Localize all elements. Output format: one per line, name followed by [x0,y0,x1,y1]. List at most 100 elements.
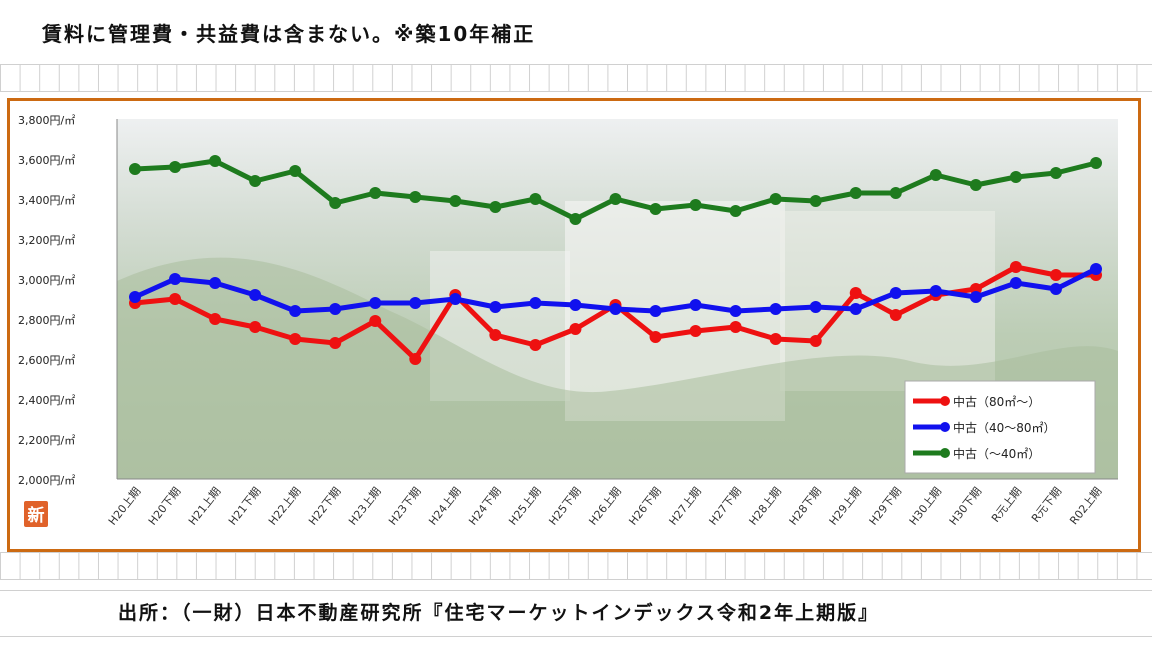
y-tick-label: 3,000円/㎡ [18,274,75,287]
data-point [569,213,582,225]
data-point [849,187,862,199]
y-tick-label: 2,000円/㎡ [18,474,75,487]
x-tick-label: H21下期 [226,485,264,528]
data-point [729,321,742,333]
series-group [129,155,1102,225]
x-tick-label: H24下期 [466,485,504,528]
data-point [489,301,502,313]
grid-band-top [0,64,1152,92]
x-tick-label: H22下期 [306,485,344,528]
divider [0,636,1152,637]
legend-marker [940,448,950,458]
x-tick-label: H29上期 [827,485,865,528]
data-point [969,291,982,303]
data-point [329,197,342,209]
data-point [289,333,302,345]
data-point [169,273,182,285]
data-point [1009,277,1022,289]
data-point [449,195,462,207]
x-tick-label: H25上期 [506,485,544,528]
data-point [489,201,502,213]
y-tick-label: 2,600円/㎡ [18,354,75,367]
data-point [409,353,422,365]
data-point [1049,167,1062,179]
logo-bg [24,501,48,527]
data-point [569,299,582,311]
y-tick-label: 3,400円/㎡ [18,194,75,207]
data-point [969,179,982,191]
legend-label: 中古（80㎡～） [953,394,1040,409]
rent-line-chart: 2,000円/㎡ 2,200円/㎡ 2,400円/㎡ 2,600円/㎡ 2,800円/㎡… [18,114,1118,528]
data-point [169,161,182,173]
x-tick-label: H28下期 [787,485,825,528]
data-point [329,337,342,349]
legend: 中古（80㎡～） 中古（40～80㎡） 中古（～40㎡） [904,380,1096,474]
legend-label: 中古（40～80㎡） [953,420,1056,435]
logo-badge: 新 [24,501,48,527]
data-point [169,293,182,305]
data-point [929,285,942,297]
data-point [449,293,462,305]
x-tick-label: H30上期 [907,485,945,528]
data-point [489,329,502,341]
rent-note: 賃料に管理費・共益費は含まない。※築10年補正 [42,22,536,46]
data-point [369,187,382,199]
data-point [209,313,222,325]
x-tick-label: R元下期 [1029,485,1064,525]
data-point [849,303,862,315]
data-point [249,175,262,187]
data-point [769,193,782,205]
data-point [729,205,742,217]
data-point [689,199,702,211]
x-tick-label: H29下期 [867,485,905,528]
data-point [689,299,702,311]
y-axis: 2,000円/㎡ 2,200円/㎡ 2,400円/㎡ 2,600円/㎡ 2,800円/㎡… [18,114,118,487]
data-point [409,191,422,203]
source-citation: 出所：（一財）日本不動産研究所『住宅マーケットインデックス令和2年上期版』 [118,602,880,624]
data-point [129,291,141,303]
data-point [369,297,382,309]
data-point [649,305,662,317]
x-tick-label: H28上期 [747,485,785,528]
tree-canopy [117,257,1118,479]
data-point [769,303,782,315]
x-tick-label: H25下期 [546,485,584,528]
data-point [369,315,382,327]
data-point [889,187,902,199]
legend-label: 中古（～40㎡） [953,446,1040,461]
data-point [129,163,141,175]
y-tick-label: 3,600円/㎡ [18,154,75,167]
data-point [329,303,342,315]
data-point [649,203,662,215]
data-point [769,333,782,345]
y-tick-label: 2,800円/㎡ [18,314,75,327]
data-point [809,301,822,313]
data-point [809,335,822,347]
x-tick-label: R元上期 [989,485,1024,525]
x-tick-label: H20上期 [106,485,144,528]
data-point [289,305,302,317]
data-point [689,325,702,337]
data-point [929,169,942,181]
series-group [129,263,1102,317]
series-layer [129,155,1102,365]
data-point [1090,263,1102,275]
data-point [809,195,822,207]
data-point [249,289,262,301]
x-tick-label: H30下期 [947,485,985,528]
chart-frame: 2,000円/㎡ 2,200円/㎡ 2,400円/㎡ 2,600円/㎡ 2,800円/㎡… [7,98,1141,552]
x-tick-label: H20下期 [146,485,184,528]
x-tick-label: H26上期 [586,485,624,528]
x-tick-label: H23下期 [386,485,424,528]
x-tick-label: H27下期 [706,485,744,528]
logo-text: 新 [28,505,45,526]
x-tick-label: H27上期 [666,485,704,528]
grid-band-bottom [0,552,1152,580]
x-tick-label: H22上期 [266,485,304,528]
y-tick-label: 2,400円/㎡ [18,394,75,407]
data-point [729,305,742,317]
data-point [529,297,542,309]
y-tick-label: 2,200円/㎡ [18,434,75,447]
y-tick-label: 3,200円/㎡ [18,234,75,247]
data-point [209,277,222,289]
